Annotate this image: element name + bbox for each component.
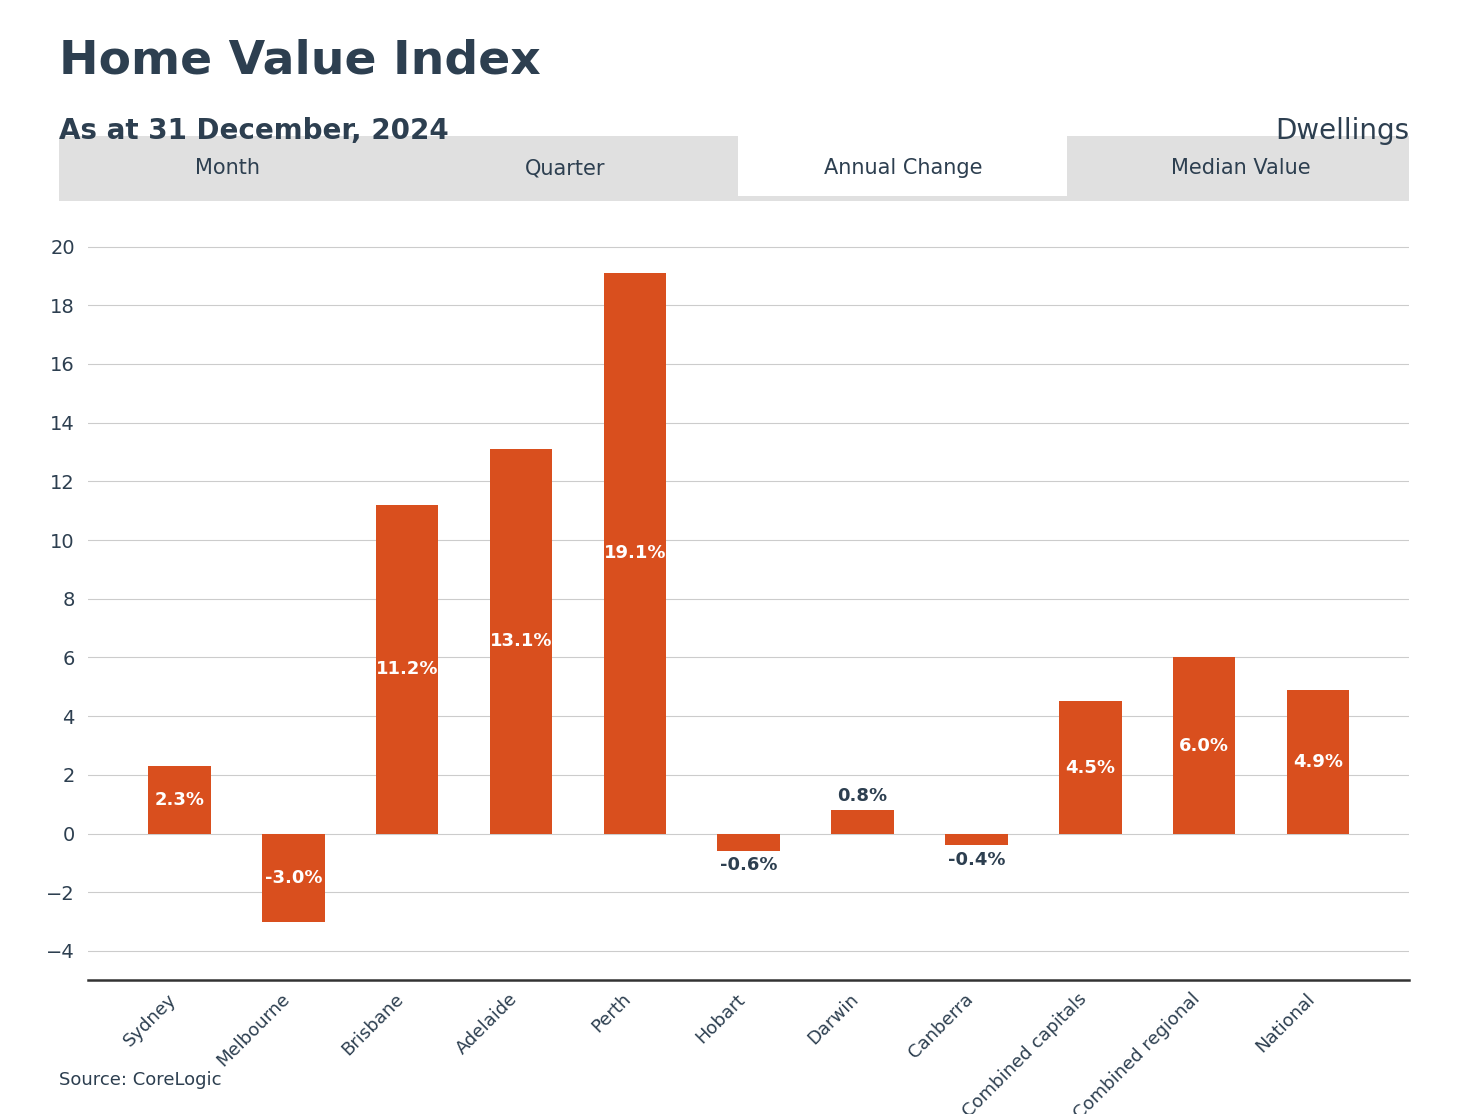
Text: 0.8%: 0.8% xyxy=(837,786,888,804)
Text: Dwellings: Dwellings xyxy=(1276,117,1409,145)
Text: Median Value: Median Value xyxy=(1170,158,1311,178)
Bar xyxy=(945,833,1007,846)
Bar xyxy=(1058,702,1122,833)
Text: Month: Month xyxy=(195,158,260,178)
Text: Source: CoreLogic: Source: CoreLogic xyxy=(59,1072,222,1089)
Text: 19.1%: 19.1% xyxy=(603,545,666,563)
Text: Home Value Index: Home Value Index xyxy=(59,39,540,84)
Bar xyxy=(376,505,439,833)
Text: Annual Change: Annual Change xyxy=(824,158,982,178)
Text: -3.0%: -3.0% xyxy=(264,869,321,887)
Text: 6.0%: 6.0% xyxy=(1179,736,1229,754)
Bar xyxy=(1286,690,1349,833)
Text: 4.5%: 4.5% xyxy=(1066,759,1116,776)
Text: 11.2%: 11.2% xyxy=(376,661,439,678)
Text: 2.3%: 2.3% xyxy=(154,791,204,809)
Text: -0.4%: -0.4% xyxy=(948,851,1006,869)
Bar xyxy=(148,766,211,833)
Text: 4.9%: 4.9% xyxy=(1293,753,1343,771)
Text: 13.1%: 13.1% xyxy=(490,633,552,651)
Bar xyxy=(1173,657,1236,833)
Bar xyxy=(718,833,780,851)
Text: Quarter: Quarter xyxy=(526,158,605,178)
Text: -0.6%: -0.6% xyxy=(719,857,778,874)
Bar xyxy=(261,833,324,921)
Bar xyxy=(603,273,666,833)
Text: As at 31 December, 2024: As at 31 December, 2024 xyxy=(59,117,448,145)
Bar xyxy=(490,449,552,833)
Bar xyxy=(831,810,894,833)
